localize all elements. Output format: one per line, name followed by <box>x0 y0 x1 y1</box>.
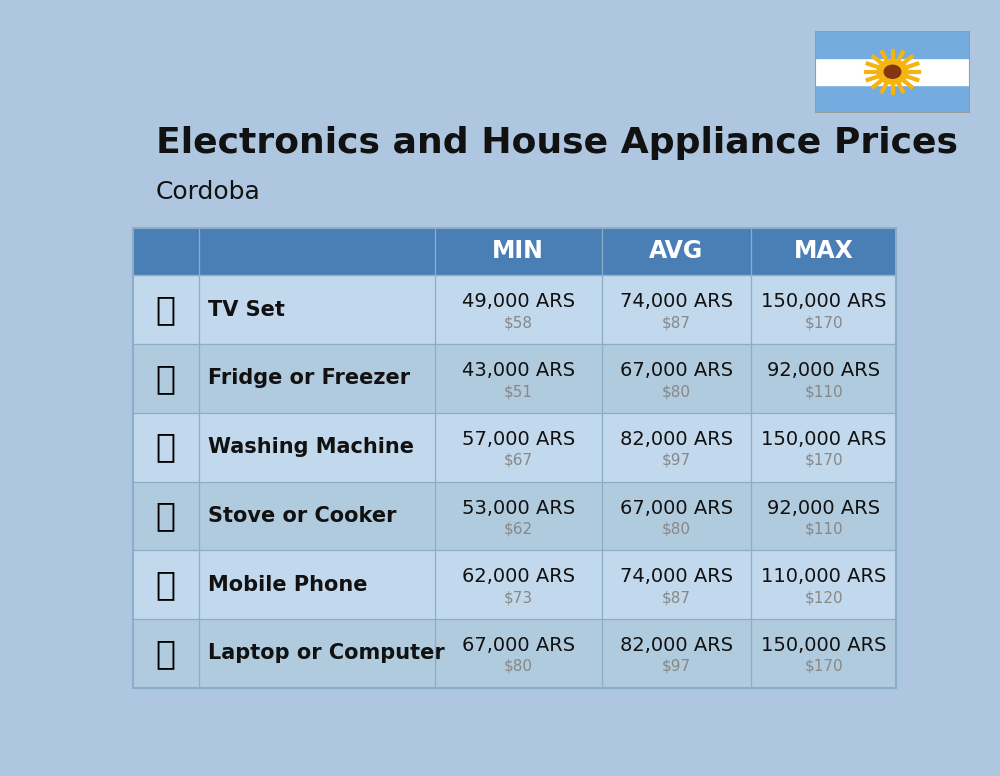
Text: $80: $80 <box>662 384 691 399</box>
Text: 74,000 ARS: 74,000 ARS <box>620 567 733 587</box>
Text: MIN: MIN <box>492 240 544 264</box>
Text: 🔥: 🔥 <box>156 500 176 532</box>
Text: 🌀: 🌀 <box>156 431 176 463</box>
Circle shape <box>884 65 901 78</box>
Text: 57,000 ARS: 57,000 ARS <box>462 430 575 449</box>
Text: $58: $58 <box>504 315 533 331</box>
Text: 67,000 ARS: 67,000 ARS <box>620 361 733 380</box>
Text: Stove or Cooker: Stove or Cooker <box>208 506 396 526</box>
FancyBboxPatch shape <box>133 481 896 550</box>
Text: Electronics and House Appliance Prices: Electronics and House Appliance Prices <box>156 126 958 160</box>
Text: 43,000 ARS: 43,000 ARS <box>462 361 575 380</box>
Text: $97: $97 <box>662 659 691 674</box>
Text: 67,000 ARS: 67,000 ARS <box>620 499 733 518</box>
Text: $87: $87 <box>662 315 691 331</box>
Text: MAX: MAX <box>794 240 854 264</box>
Text: 92,000 ARS: 92,000 ARS <box>767 361 880 380</box>
FancyBboxPatch shape <box>133 227 896 275</box>
Text: 🧊: 🧊 <box>156 362 176 395</box>
FancyBboxPatch shape <box>133 344 896 413</box>
Text: 110,000 ARS: 110,000 ARS <box>761 567 886 587</box>
Text: $62: $62 <box>504 521 533 536</box>
FancyBboxPatch shape <box>133 619 896 688</box>
Text: TV Set: TV Set <box>208 300 285 320</box>
Text: $51: $51 <box>504 384 533 399</box>
FancyBboxPatch shape <box>133 275 896 344</box>
Bar <box>815 58 970 85</box>
Text: 💻: 💻 <box>156 637 176 670</box>
Text: $73: $73 <box>504 591 533 605</box>
Text: 📱: 📱 <box>156 568 176 601</box>
Text: Cordoba: Cordoba <box>156 180 261 204</box>
Text: $110: $110 <box>804 384 843 399</box>
Text: 📺: 📺 <box>156 293 176 326</box>
Text: $87: $87 <box>662 591 691 605</box>
FancyBboxPatch shape <box>133 550 896 619</box>
Text: Mobile Phone: Mobile Phone <box>208 574 367 594</box>
Text: $110: $110 <box>804 521 843 536</box>
Text: Washing Machine: Washing Machine <box>208 437 414 457</box>
Text: 150,000 ARS: 150,000 ARS <box>761 636 886 655</box>
Text: 67,000 ARS: 67,000 ARS <box>462 636 575 655</box>
Text: $170: $170 <box>804 453 843 468</box>
Text: Laptop or Computer: Laptop or Computer <box>208 643 445 663</box>
FancyBboxPatch shape <box>133 413 896 481</box>
Text: AVG: AVG <box>649 240 704 264</box>
Text: $170: $170 <box>804 315 843 331</box>
Text: $97: $97 <box>662 453 691 468</box>
Text: 74,000 ARS: 74,000 ARS <box>620 293 733 311</box>
Text: $80: $80 <box>662 521 691 536</box>
Text: 150,000 ARS: 150,000 ARS <box>761 293 886 311</box>
Text: 49,000 ARS: 49,000 ARS <box>462 293 575 311</box>
Bar <box>815 31 970 58</box>
Bar <box>815 85 970 113</box>
Circle shape <box>877 60 908 84</box>
Text: 62,000 ARS: 62,000 ARS <box>462 567 575 587</box>
Text: $67: $67 <box>504 453 533 468</box>
Text: Fridge or Freezer: Fridge or Freezer <box>208 369 410 389</box>
Text: 82,000 ARS: 82,000 ARS <box>620 430 733 449</box>
Text: 82,000 ARS: 82,000 ARS <box>620 636 733 655</box>
Text: $170: $170 <box>804 659 843 674</box>
Text: 53,000 ARS: 53,000 ARS <box>462 499 575 518</box>
Text: 92,000 ARS: 92,000 ARS <box>767 499 880 518</box>
Text: $120: $120 <box>804 591 843 605</box>
Text: 150,000 ARS: 150,000 ARS <box>761 430 886 449</box>
Text: $80: $80 <box>504 659 533 674</box>
